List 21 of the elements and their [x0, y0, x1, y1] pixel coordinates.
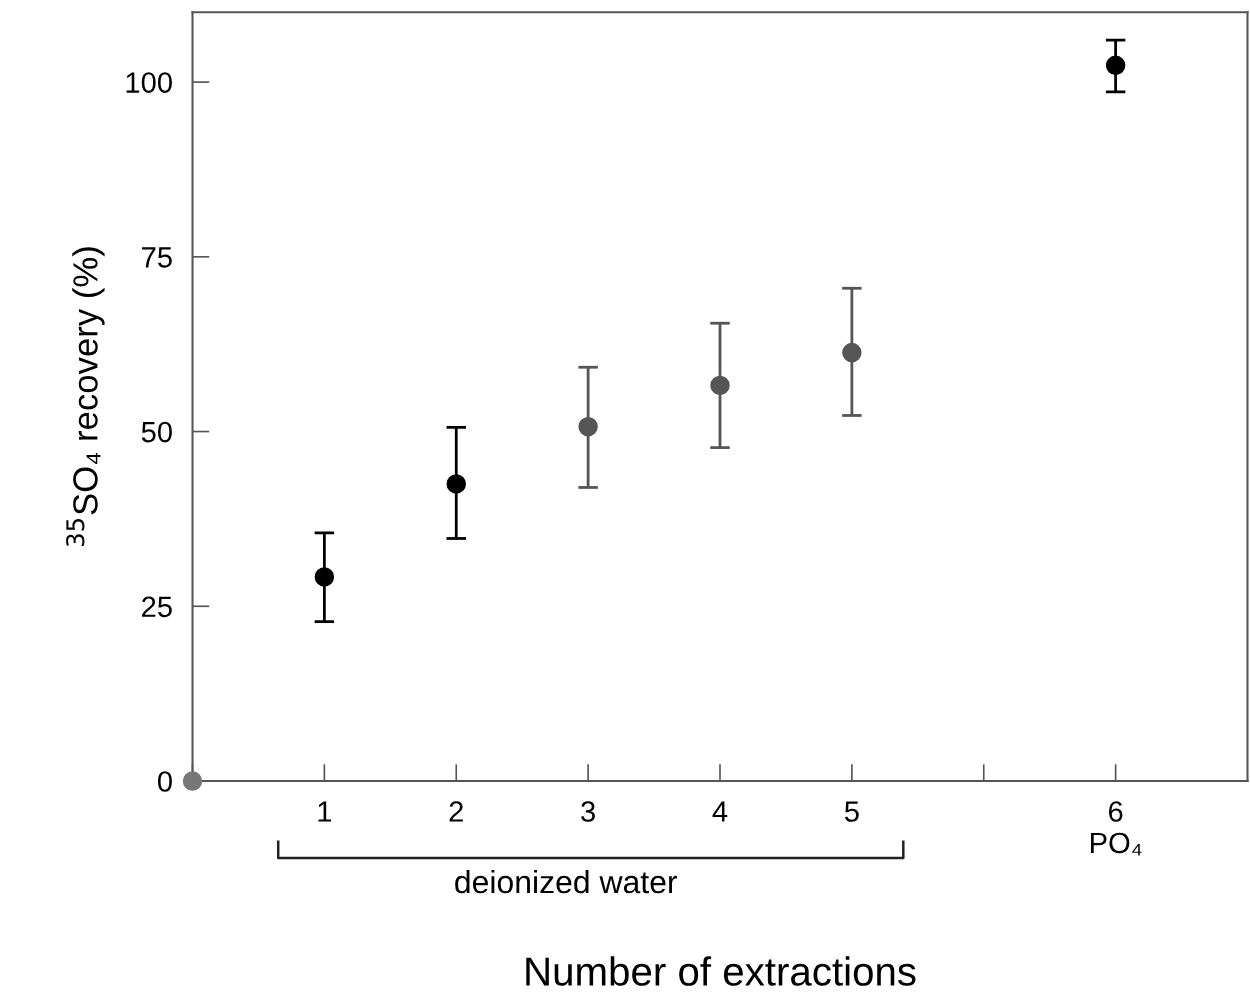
y-tick-label: 25 [142, 596, 172, 618]
y-tick-label: 100 [126, 72, 172, 93]
text: deionized water [455, 869, 678, 894]
x-tick-label: 4 [712, 801, 728, 822]
point [314, 567, 335, 587]
point [842, 342, 862, 363]
point [1105, 55, 1126, 76]
y-tick-label: 50 [141, 421, 172, 443]
point [446, 474, 466, 494]
x-tick-label: 2 [449, 801, 463, 822]
y-tick-label: 0 [157, 771, 172, 792]
y-axis-title: $^{35}$SO₄ recovery (%) [66, 247, 105, 546]
x-tick-label: 5 [844, 801, 859, 822]
point [578, 416, 598, 437]
point [182, 771, 203, 791]
x-tick-label: 6 PO₄ [1090, 801, 1142, 856]
x-tick-label: 1 [318, 801, 332, 822]
x-tick-label: 3 [581, 801, 595, 822]
x-axis-title: Number of extractions [526, 956, 916, 986]
y-tick-label: 75 [142, 247, 172, 268]
point [710, 375, 730, 396]
